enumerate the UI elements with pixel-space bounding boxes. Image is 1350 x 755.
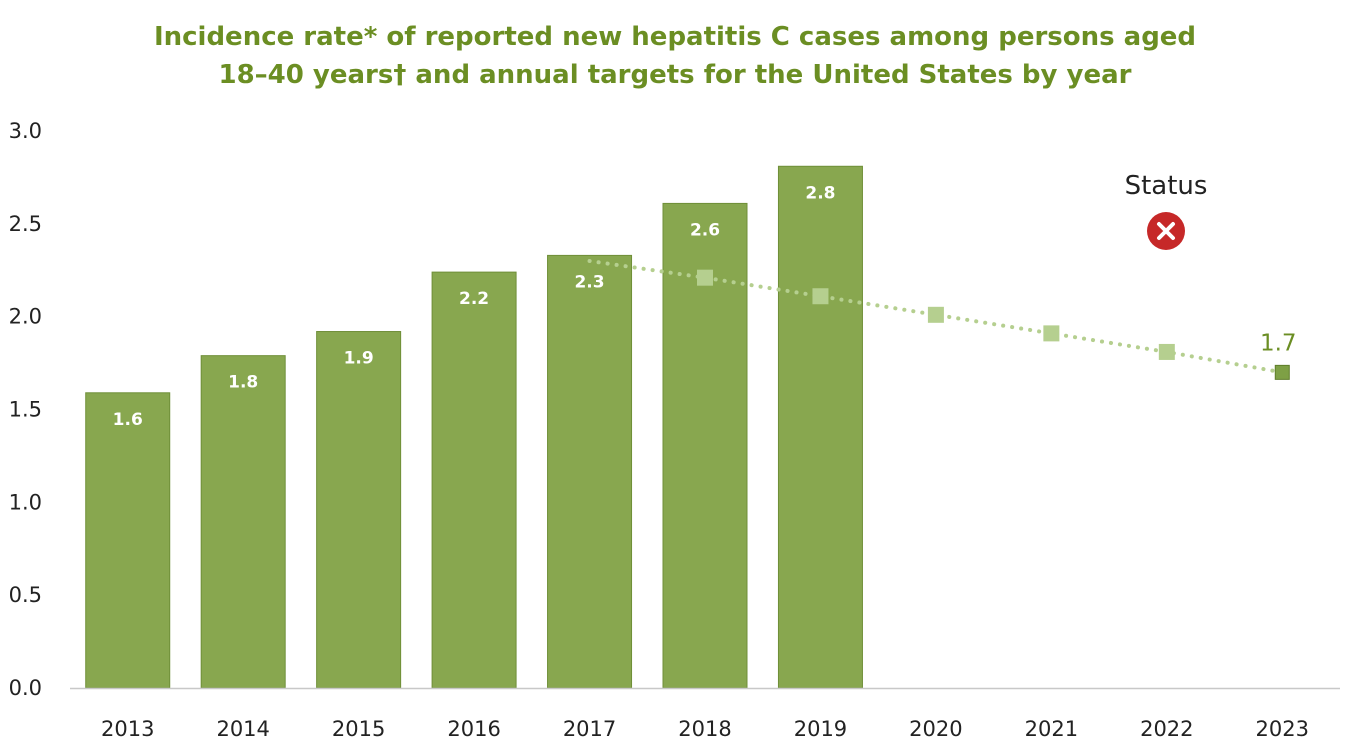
status-label: Status — [1125, 171, 1208, 201]
y-tick-label: 2.5 — [9, 212, 42, 236]
bar-2016 — [431, 271, 517, 689]
bar-2014 — [200, 355, 286, 689]
bar-value-label: 2.8 — [805, 183, 835, 203]
x-tick-label: 2022 — [1140, 717, 1193, 741]
bar-value-label: 1.9 — [344, 349, 374, 369]
bar-value-label: 1.6 — [113, 410, 143, 430]
x-tick-label: 2020 — [909, 717, 962, 741]
y-tick-label: 0.5 — [9, 583, 42, 607]
chart-title-line1: Incidence rate* of reported new hepatiti… — [153, 22, 1197, 52]
y-tick-label: 1.5 — [9, 398, 42, 422]
y-tick-label: 0.0 — [9, 676, 42, 700]
target-marker-2022 — [1158, 343, 1175, 360]
bar-value-label: 2.2 — [459, 289, 489, 309]
target-end-label: 1.7 — [1260, 330, 1297, 356]
target-marker-2021 — [1043, 325, 1060, 342]
chart-title: Incidence rate* of reported new hepatiti… — [0, 18, 1350, 94]
x-tick-label: 2019 — [794, 717, 847, 741]
target-marker-2019 — [812, 288, 829, 305]
target-marker-2023 — [1274, 364, 1290, 380]
y-tick-label: 1.0 — [9, 490, 42, 514]
x-tick-label: 2017 — [563, 717, 616, 741]
target-marker-2020 — [927, 306, 944, 323]
y-tick-label: 3.0 — [9, 119, 42, 143]
bar-2015 — [316, 331, 402, 689]
bar-2013 — [85, 392, 171, 689]
bar-value-label: 2.6 — [690, 220, 720, 240]
chart-title-line2: 18–40 years† and annual targets for the … — [218, 60, 1132, 90]
bar-2017 — [547, 254, 633, 689]
target-marker-2018 — [697, 269, 713, 286]
x-tick-label: 2016 — [447, 717, 500, 741]
x-tick-label: 2023 — [1256, 717, 1309, 741]
x-tick-label: 2014 — [216, 717, 269, 741]
x-tick-label: 2013 — [101, 717, 154, 741]
bar-2019 — [777, 165, 863, 689]
y-tick-label: 2.0 — [9, 305, 42, 329]
x-tick-label: 2018 — [678, 717, 731, 741]
bar-value-label: 2.3 — [574, 272, 604, 292]
x-mark-icon — [1157, 222, 1175, 240]
x-tick-label: 2021 — [1025, 717, 1078, 741]
bar-value-label: 1.8 — [228, 373, 258, 393]
x-tick-label: 2015 — [332, 717, 385, 741]
